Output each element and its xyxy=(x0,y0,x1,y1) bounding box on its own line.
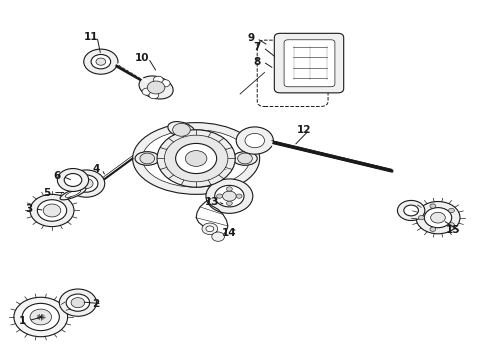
Ellipse shape xyxy=(139,76,173,99)
Circle shape xyxy=(424,208,452,228)
Circle shape xyxy=(66,294,90,311)
Circle shape xyxy=(404,205,418,216)
Text: 4: 4 xyxy=(92,164,99,174)
Circle shape xyxy=(172,123,190,136)
Circle shape xyxy=(71,298,85,308)
Circle shape xyxy=(68,170,105,197)
Ellipse shape xyxy=(233,152,257,165)
Circle shape xyxy=(91,54,111,69)
Ellipse shape xyxy=(143,130,250,187)
Circle shape xyxy=(164,135,228,182)
Circle shape xyxy=(206,179,253,213)
Text: 3: 3 xyxy=(25,204,33,214)
Circle shape xyxy=(160,80,170,87)
Circle shape xyxy=(74,175,98,192)
Ellipse shape xyxy=(168,122,195,138)
Circle shape xyxy=(140,153,155,164)
Text: 11: 11 xyxy=(84,32,98,41)
Text: 12: 12 xyxy=(296,125,311,135)
Circle shape xyxy=(14,297,68,337)
Circle shape xyxy=(448,208,454,213)
Circle shape xyxy=(153,76,163,84)
Circle shape xyxy=(202,223,218,234)
Text: 5: 5 xyxy=(44,188,51,198)
Circle shape xyxy=(222,191,236,201)
Ellipse shape xyxy=(135,152,159,165)
Circle shape xyxy=(226,187,232,191)
Circle shape xyxy=(430,227,436,231)
Circle shape xyxy=(431,212,445,223)
Circle shape xyxy=(149,91,159,99)
Circle shape xyxy=(418,216,424,220)
Ellipse shape xyxy=(133,123,260,194)
Circle shape xyxy=(37,200,67,221)
Circle shape xyxy=(79,179,93,189)
Ellipse shape xyxy=(65,190,81,197)
Circle shape xyxy=(147,81,165,94)
Circle shape xyxy=(238,153,252,164)
Text: 1: 1 xyxy=(19,316,26,325)
Text: 10: 10 xyxy=(135,53,149,63)
Circle shape xyxy=(22,303,59,330)
Text: 9: 9 xyxy=(247,33,254,43)
Circle shape xyxy=(206,226,214,231)
Circle shape xyxy=(215,185,244,207)
Circle shape xyxy=(226,201,232,206)
Circle shape xyxy=(397,201,425,221)
Circle shape xyxy=(185,150,207,166)
Circle shape xyxy=(57,168,89,192)
Text: 15: 15 xyxy=(445,225,460,235)
Text: 7: 7 xyxy=(253,42,261,52)
Circle shape xyxy=(30,194,74,226)
Circle shape xyxy=(142,88,152,95)
Circle shape xyxy=(64,174,82,186)
Text: 14: 14 xyxy=(222,228,237,238)
Circle shape xyxy=(448,223,454,227)
Circle shape xyxy=(30,309,51,325)
Circle shape xyxy=(157,130,235,187)
Text: 13: 13 xyxy=(204,197,219,207)
Circle shape xyxy=(212,232,224,241)
Circle shape xyxy=(245,134,265,148)
Circle shape xyxy=(59,289,97,316)
FancyBboxPatch shape xyxy=(274,33,343,93)
Circle shape xyxy=(43,204,61,217)
Circle shape xyxy=(236,127,273,154)
Circle shape xyxy=(217,194,222,198)
Circle shape xyxy=(175,143,217,174)
Circle shape xyxy=(416,202,460,234)
FancyBboxPatch shape xyxy=(284,40,335,87)
Ellipse shape xyxy=(60,188,86,200)
Circle shape xyxy=(84,49,118,74)
Circle shape xyxy=(236,194,242,198)
Text: 8: 8 xyxy=(254,57,261,67)
Circle shape xyxy=(430,204,436,208)
Circle shape xyxy=(96,58,106,65)
Text: 6: 6 xyxy=(53,171,60,181)
Text: 2: 2 xyxy=(92,299,99,309)
